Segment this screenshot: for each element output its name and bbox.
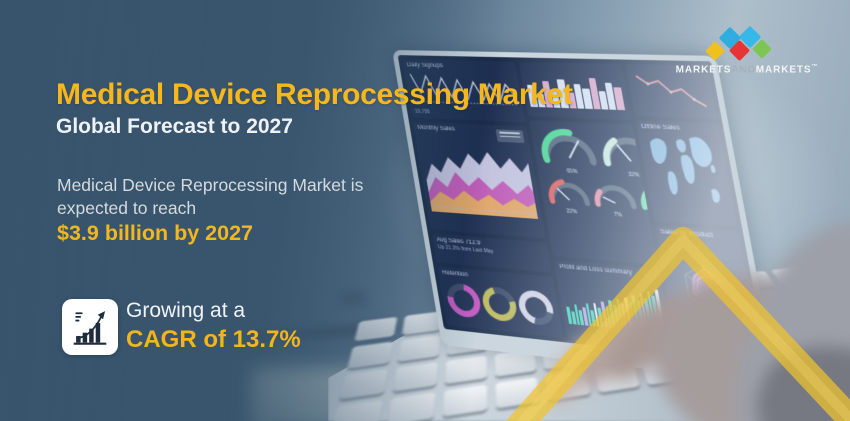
profit-bar-chart <box>561 273 666 334</box>
growth-chart-icon <box>62 299 118 355</box>
subtitle: Global Forecast to 2027 <box>56 115 293 138</box>
panel-monthly-sales: Monthly Sales <box>412 121 547 239</box>
description: Medical Device Reprocessing Market is ex… <box>57 174 363 219</box>
keyboard-key <box>339 369 389 400</box>
donut-yellow <box>478 280 522 328</box>
forecast-value: $3.9 billion by 2027 <box>57 221 253 245</box>
keyboard-key <box>354 316 398 342</box>
keyboard-key <box>545 370 591 401</box>
panel-gauges: 65% 32% <box>529 120 658 265</box>
page-title: Medical Device Reprocessing Market <box>56 78 573 111</box>
keyboard-key <box>392 362 438 392</box>
donut-magenta <box>441 277 488 324</box>
keyboard-key <box>593 363 640 393</box>
panel-retention: Retention <box>437 266 564 338</box>
keyboard-key <box>785 285 830 308</box>
keyboard-key <box>347 341 393 369</box>
gauge-row-top: 65% 32% <box>534 124 637 179</box>
gauge-pink: 7% <box>588 176 642 220</box>
gauge-red: 22% <box>543 173 596 216</box>
keyboard-key <box>397 335 441 362</box>
radar-chart <box>661 237 753 340</box>
keyboard-key <box>771 266 814 286</box>
description-line-1: Medical Device Reprocessing Market is <box>57 175 364 195</box>
keyboard-key <box>387 392 436 421</box>
gauge-green: 65% <box>534 124 603 177</box>
gauge-row-bottom: 22% 7% <box>543 173 645 220</box>
logo-diamond-yellow <box>705 41 725 61</box>
world-map <box>648 136 721 204</box>
panel-profit-loss: Profit and Loss summary <box>554 260 673 350</box>
keyboard-key <box>330 399 383 421</box>
donut-white <box>511 285 561 331</box>
keyboard-key <box>444 355 487 385</box>
logo-wordmark: MARKETSANDMARKETS™ <box>675 64 819 76</box>
description-line-2: expected to reach <box>57 197 197 218</box>
area-chart <box>421 148 538 220</box>
stat-chip <box>495 129 526 144</box>
keyboard-key <box>442 384 488 417</box>
panel-offline-sales: Offline Sales <box>635 120 738 227</box>
donut-rings <box>441 277 561 331</box>
growth-prefix: Growing at a <box>126 299 246 322</box>
desk-object-blur <box>338 290 368 307</box>
keyboard-key <box>495 377 540 409</box>
markets-and-markets-logo: MARKETSANDMARKETS™ <box>652 20 842 76</box>
cagr-value: CAGR of 13.7% <box>126 326 301 353</box>
